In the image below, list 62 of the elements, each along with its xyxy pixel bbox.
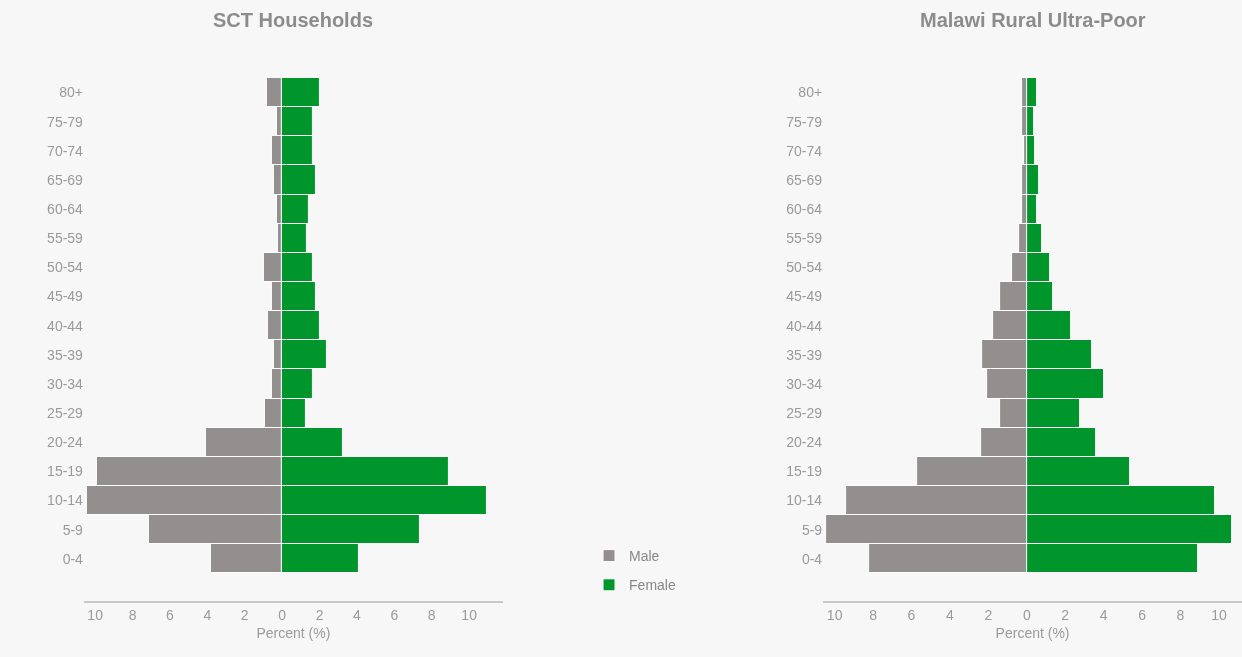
y-tick-label: 45-49 — [786, 288, 823, 305]
y-tick-label: 50-54 — [47, 259, 84, 276]
chart-title: SCT Households — [213, 9, 374, 31]
y-tick-label: 15-19 — [47, 463, 84, 480]
x-tick-label: 8 — [427, 606, 436, 623]
y-tick-label: 75-79 — [47, 113, 84, 130]
y-tick-label: 40-44 — [47, 317, 84, 334]
y-tick-label: 75-79 — [786, 113, 823, 130]
chart-title: Malawi Rural Ultra-Poor — [920, 9, 1146, 31]
y-tick-label: 30-34 — [47, 375, 84, 392]
y-tick-label: 80+ — [59, 84, 83, 101]
x-tick-label: 8 — [869, 606, 878, 623]
x-tick-label: 10 — [461, 606, 478, 623]
x-axis-title: Percent (%) — [256, 624, 331, 641]
x-tick-label: 0 — [1022, 606, 1031, 623]
y-tick-label: 20-24 — [47, 434, 84, 451]
legend-label: Female — [629, 577, 676, 594]
legend-label: Male — [629, 548, 660, 565]
x-axis-title: Percent (%) — [995, 624, 1070, 641]
y-tick-label: 80+ — [798, 84, 823, 101]
y-tick-label: 65-69 — [47, 171, 84, 188]
y-tick-label: 70-74 — [47, 142, 84, 159]
y-tick-label: 60-64 — [786, 201, 823, 218]
x-tick-label: 4 — [1099, 606, 1108, 623]
y-tick-label: 70-74 — [786, 142, 823, 159]
y-tick-label: 0-4 — [801, 550, 823, 567]
x-tick-label: 2 — [1061, 606, 1070, 623]
y-tick-label: 45-49 — [47, 288, 84, 305]
x-tick-label: 6 — [1138, 606, 1147, 623]
x-tick-label: 4 — [353, 606, 362, 623]
y-tick-label: 55-59 — [786, 230, 823, 247]
y-tick-label: 10-14 — [47, 492, 84, 509]
x-tick-label: 8 — [1176, 606, 1185, 623]
y-tick-label: 0-4 — [62, 550, 84, 567]
x-tick-label: 4 — [203, 606, 212, 623]
x-tick-label: 6 — [907, 606, 916, 623]
y-tick-label: 20-24 — [786, 434, 823, 451]
y-tick-label: 25-29 — [47, 404, 84, 421]
y-tick-label: 55-59 — [47, 230, 84, 247]
x-tick-label: 2 — [984, 606, 993, 623]
y-tick-label: 35-39 — [786, 346, 823, 363]
y-tick-label: 15-19 — [786, 463, 823, 480]
x-tick-label: 2 — [240, 606, 249, 623]
x-tick-label: 10 — [1211, 606, 1227, 623]
y-tick-label: 5-9 — [801, 521, 823, 538]
y-tick-label: 35-39 — [47, 346, 84, 363]
x-tick-label: 2 — [315, 606, 324, 623]
y-tick-label: 25-29 — [786, 404, 823, 421]
x-tick-label: 10 — [826, 606, 843, 623]
y-tick-label: 40-44 — [786, 317, 823, 334]
x-tick-label: 4 — [946, 606, 955, 623]
x-tick-label: 0 — [278, 606, 287, 623]
y-tick-label: 10-14 — [786, 492, 823, 509]
x-tick-label: 6 — [166, 606, 175, 623]
y-tick-label: 65-69 — [786, 171, 823, 188]
x-tick-label: 6 — [390, 606, 399, 623]
y-tick-label: 5-9 — [62, 521, 84, 538]
x-tick-label: 10 — [87, 606, 104, 623]
y-tick-label: 30-34 — [786, 375, 823, 392]
y-tick-label: 60-64 — [47, 201, 84, 218]
y-tick-label: 50-54 — [786, 259, 823, 276]
x-tick-label: 8 — [128, 606, 137, 623]
